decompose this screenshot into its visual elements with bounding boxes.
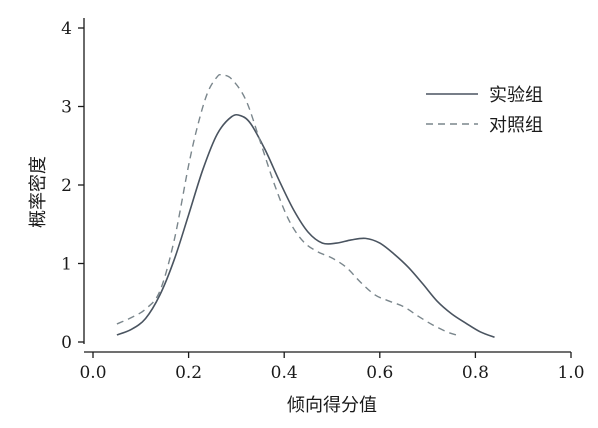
x-axis-title: 倾向得分值 (287, 395, 377, 416)
x-tick-label: 0.0 (79, 363, 106, 383)
y-axis-title: 概率密度 (28, 156, 49, 228)
legend-label-experimental: 实验组 (489, 85, 543, 106)
x-tick-label: 0.2 (175, 363, 202, 383)
x-tick-label: 0.6 (366, 363, 393, 383)
y-tick-label: 0 (61, 333, 72, 353)
y-tick-label: 4 (61, 19, 72, 39)
y-tick-label: 3 (61, 98, 72, 118)
x-axis-ticks: 0.0 0.2 0.4 0.6 0.8 1.0 (79, 352, 585, 383)
x-tick-label: 0.8 (462, 363, 489, 383)
y-tick-label: 1 (61, 255, 72, 275)
series-line-control (116, 73, 457, 336)
series-line-experimental (116, 113, 495, 339)
y-tick-label: 2 (61, 176, 72, 196)
y-axis-ticks: 0 1 2 3 4 (61, 19, 84, 353)
x-tick-label: 0.4 (271, 363, 298, 383)
x-tick-label: 1.0 (557, 363, 584, 383)
series-layer (116, 73, 495, 339)
legend: 实验组 对照组 (426, 85, 543, 136)
legend-label-control: 对照组 (489, 115, 543, 136)
